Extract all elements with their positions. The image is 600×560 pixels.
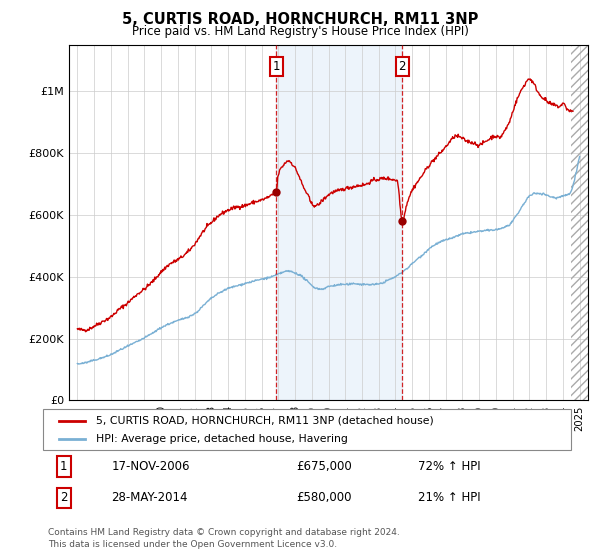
Bar [571, 45, 588, 400]
Text: 5, CURTIS ROAD, HORNCHURCH, RM11 3NP: 5, CURTIS ROAD, HORNCHURCH, RM11 3NP [122, 12, 478, 27]
Text: 28-MAY-2014: 28-MAY-2014 [112, 491, 188, 504]
Text: 5, CURTIS ROAD, HORNCHURCH, RM11 3NP (detached house): 5, CURTIS ROAD, HORNCHURCH, RM11 3NP (de… [95, 416, 433, 426]
Bar [571, 45, 588, 400]
Text: 2: 2 [60, 491, 68, 504]
Text: 1: 1 [272, 60, 280, 73]
Text: 17-NOV-2006: 17-NOV-2006 [112, 460, 190, 473]
Text: 2: 2 [398, 60, 406, 73]
Text: £580,000: £580,000 [296, 491, 352, 504]
Bar [276, 45, 403, 400]
Text: Price paid vs. HM Land Registry's House Price Index (HPI): Price paid vs. HM Land Registry's House … [131, 25, 469, 38]
Text: HPI: Average price, detached house, Havering: HPI: Average price, detached house, Have… [95, 434, 347, 444]
Text: 21% ↑ HPI: 21% ↑ HPI [418, 491, 480, 504]
Text: 1: 1 [60, 460, 68, 473]
Text: £675,000: £675,000 [296, 460, 352, 473]
Text: Contains HM Land Registry data © Crown copyright and database right 2024.
This d: Contains HM Land Registry data © Crown c… [48, 528, 400, 549]
FancyBboxPatch shape [43, 409, 571, 450]
Text: 72% ↑ HPI: 72% ↑ HPI [418, 460, 480, 473]
